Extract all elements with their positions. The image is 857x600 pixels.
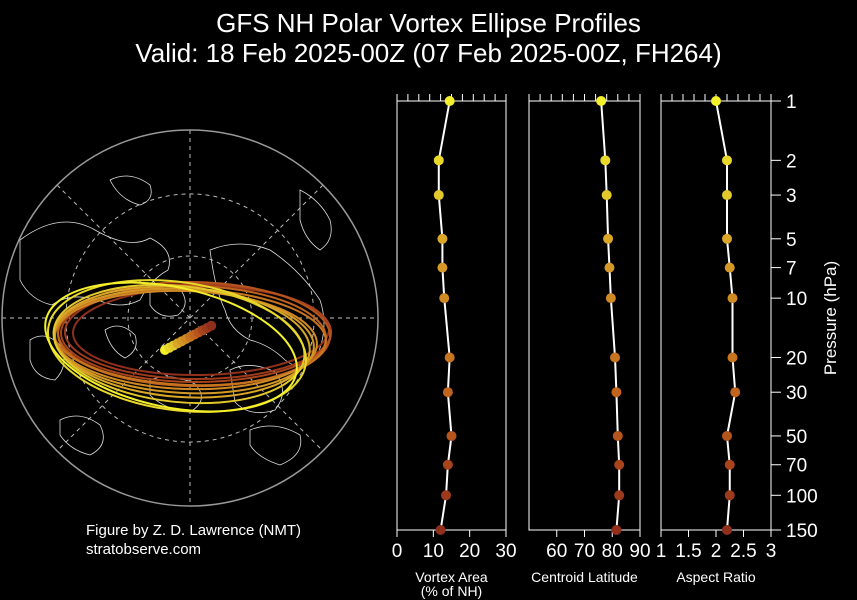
- coastline: [249, 425, 302, 466]
- vortex-ellipses: [44, 279, 332, 413]
- y-tick-label: 100: [786, 486, 818, 507]
- credit-site: stratobserve.com: [86, 541, 202, 558]
- panel-vortex-area: 0 10 20 30 Vortex Area(% of NH): [392, 94, 517, 599]
- meridian-line: [56, 184, 324, 452]
- x-axis-label: Vortex Area: [415, 569, 488, 585]
- profile-point: [441, 490, 452, 501]
- x-tick-label: 30: [495, 541, 516, 562]
- profile-point: [611, 387, 622, 398]
- coastline: [109, 175, 152, 206]
- x-tick-label: 2.5: [730, 541, 756, 562]
- profile-point: [433, 155, 444, 166]
- x-tick-label: 10: [423, 541, 444, 562]
- x-tick-label: 3: [766, 541, 777, 562]
- profile-point: [612, 430, 623, 441]
- profile-point: [596, 96, 607, 106]
- profile-point: [437, 233, 448, 244]
- panel-centroid-latitude: 60 70 80 90 Centroid Latitude: [528, 94, 651, 585]
- x-axis-label: (% of NH): [421, 583, 482, 599]
- y-tick-label: 50: [786, 427, 807, 448]
- x-axis-label: Aspect Ratio: [676, 569, 756, 585]
- profile-point: [722, 233, 732, 244]
- vortex-ellipse: [52, 283, 306, 405]
- y-axis-label: Pressure (hPa): [821, 261, 840, 375]
- profile-point: [437, 262, 448, 273]
- x-tick-label: 2: [711, 541, 722, 562]
- y-tick-label: 20: [786, 348, 807, 369]
- x-axis-label: Centroid Latitude: [531, 569, 638, 585]
- profile-point: [611, 525, 622, 535]
- profile-point: [724, 262, 735, 273]
- profile-point: [442, 387, 453, 398]
- centroid-track: [160, 320, 217, 355]
- y-tick-label: 3: [786, 186, 797, 207]
- x-tick-label: 0: [392, 541, 403, 562]
- profile-point: [722, 525, 732, 535]
- profile-point: [605, 293, 616, 304]
- x-tick-label: 60: [546, 541, 567, 562]
- centroid-point: [206, 320, 217, 331]
- coastline: [299, 189, 332, 251]
- x-tick-label: 70: [574, 541, 595, 562]
- profile-point: [610, 352, 621, 363]
- profile-point: [446, 430, 457, 441]
- profile-point: [722, 430, 732, 441]
- profile-point: [614, 459, 625, 470]
- y-tick-label: 5: [786, 230, 797, 251]
- profile-point: [730, 387, 741, 398]
- profile-point: [711, 96, 721, 106]
- chart-subtitle: Valid: 18 Feb 2025-00Z (07 Feb 2025-00Z,…: [135, 38, 722, 68]
- y-tick-label: 30: [786, 383, 807, 404]
- panel-frame: [660, 100, 772, 531]
- profile-point: [439, 293, 450, 304]
- profile-point: [433, 190, 444, 201]
- profile-point: [614, 490, 625, 501]
- profile-point: [601, 190, 612, 201]
- vortex-ellipse: [46, 279, 308, 413]
- pressure-axis: 1 2 3 5 7 10 20 30 50 70 100 150 Pressure (hPa): [771, 92, 840, 542]
- coastline: [29, 335, 65, 381]
- x-tick-label: 90: [629, 541, 650, 562]
- profile-point: [442, 459, 453, 470]
- map-boundary: [1, 129, 379, 507]
- profile-point: [724, 490, 735, 501]
- y-tick-label: 1: [786, 92, 797, 113]
- profile-panels: 0 10 20 30 Vortex Area(% of NH) 60 70 80 90 Centr…: [392, 92, 840, 599]
- y-tick-label: 7: [786, 259, 797, 280]
- profile-line: [600, 100, 621, 531]
- coastline: [104, 325, 137, 359]
- y-tick-label: 2: [786, 151, 797, 172]
- profile-line: [437, 100, 453, 531]
- panel-aspect-ratio: 1 1.5 2 2.5 3 Aspect Ratio: [656, 94, 777, 585]
- profile-point: [603, 233, 614, 244]
- coastline: [149, 376, 202, 413]
- x-tick-label: 20: [459, 541, 480, 562]
- profile-point: [727, 352, 738, 363]
- profile-point: [722, 155, 732, 166]
- profile-point: [444, 96, 455, 106]
- profile-point: [722, 190, 732, 201]
- profile-point: [600, 155, 611, 166]
- x-tick-label: 1: [656, 541, 667, 562]
- profile-point: [604, 262, 615, 273]
- chart-title: GFS NH Polar Vortex Ellipse Profiles: [216, 8, 641, 38]
- y-tick-label: 150: [786, 521, 818, 542]
- profile-point: [444, 352, 455, 363]
- profile-point: [435, 525, 446, 535]
- profile-point: [727, 293, 738, 304]
- vortex-ellipse: [44, 281, 298, 413]
- credit-author: Figure by Z. D. Lawrence (NMT): [86, 522, 302, 539]
- profile-point: [724, 459, 735, 470]
- map-body: [2, 130, 378, 506]
- y-tick-label: 70: [786, 456, 807, 477]
- profile-line: [715, 100, 737, 531]
- polar-map: [1, 129, 379, 507]
- y-tick-label: 10: [786, 289, 807, 310]
- x-tick-label: 1.5: [675, 541, 701, 562]
- x-tick-label: 80: [602, 541, 623, 562]
- coastline: [59, 415, 104, 456]
